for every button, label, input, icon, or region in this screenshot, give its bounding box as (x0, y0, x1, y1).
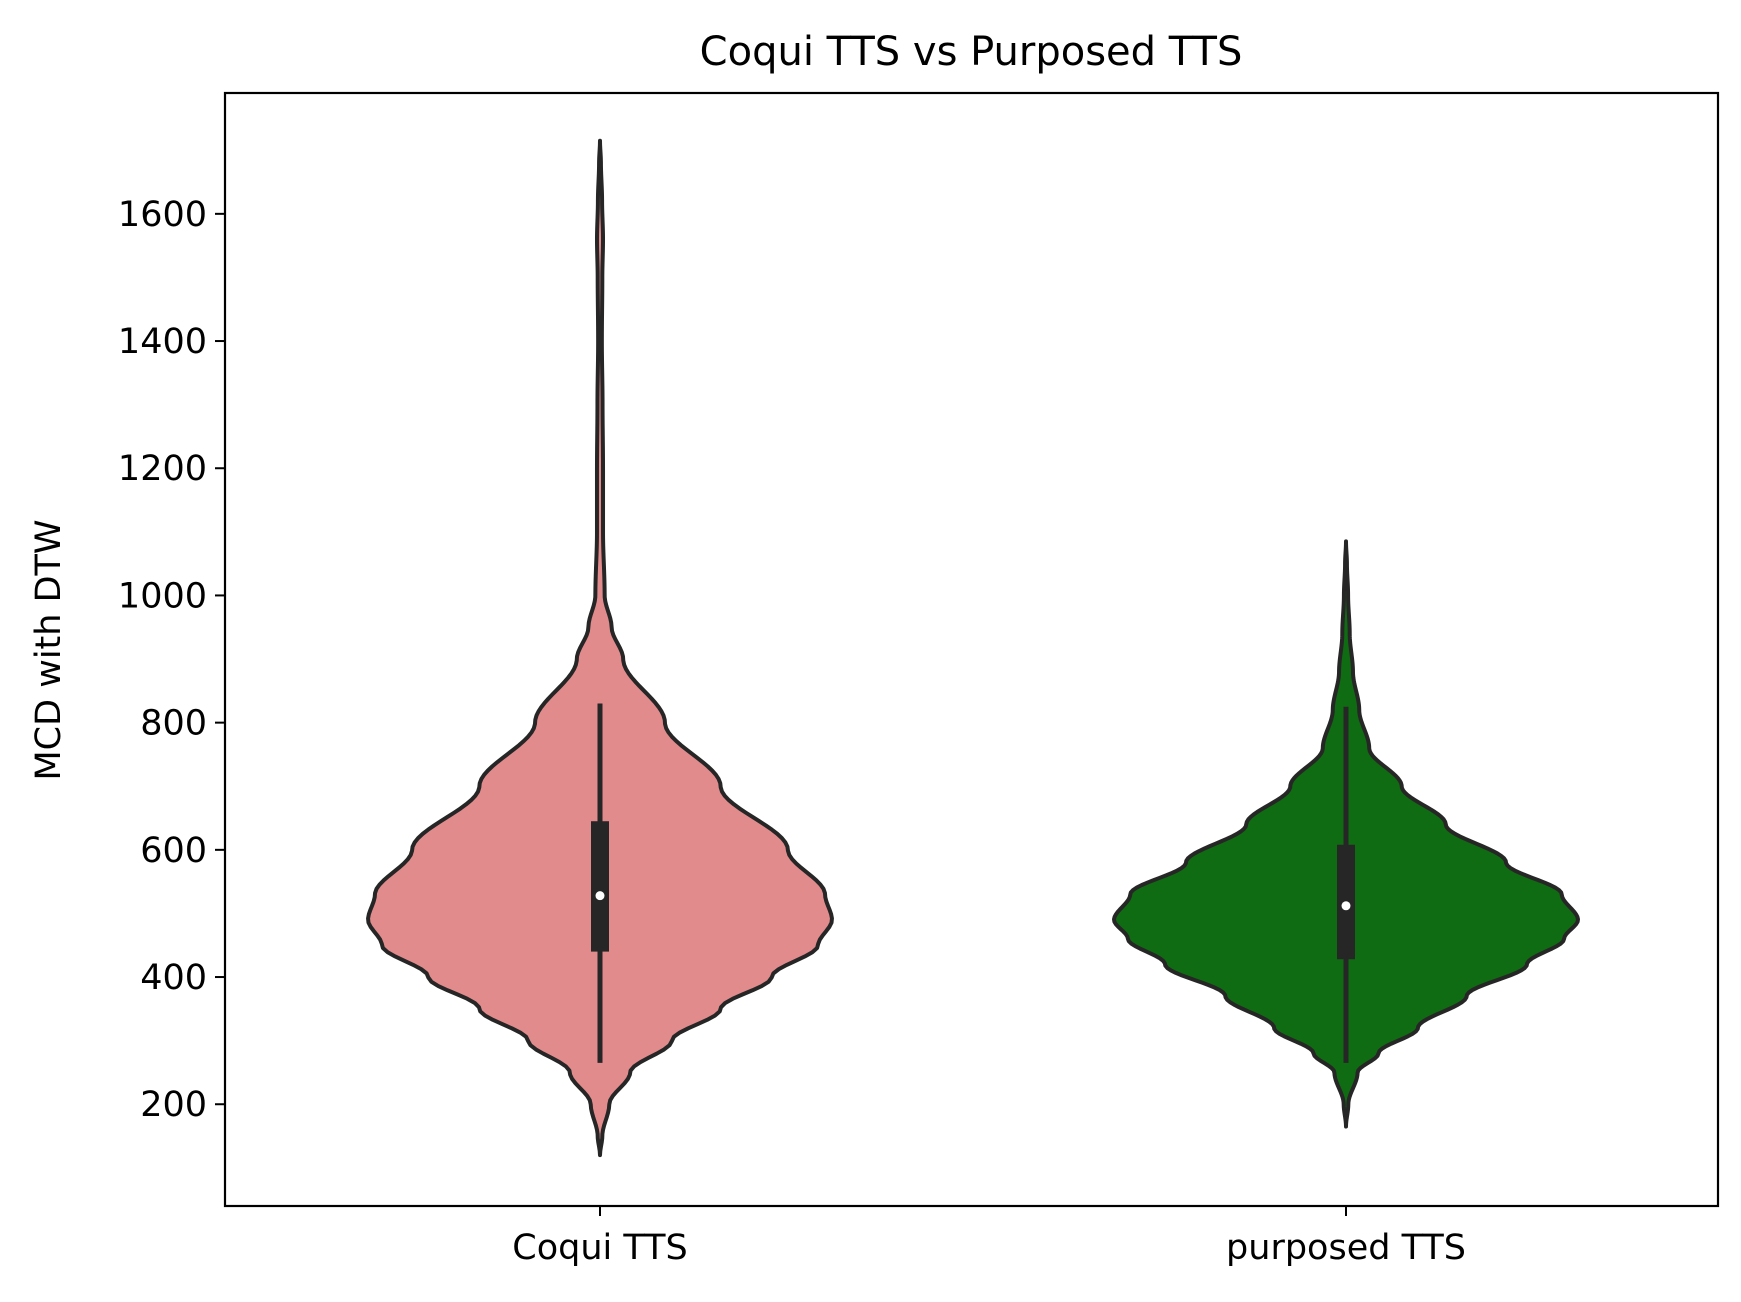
y-tick-label: 1000 (118, 576, 207, 616)
y-tick-label: 600 (140, 831, 207, 871)
violin-body (366, 138, 834, 1158)
violin-coqui-tts (366, 138, 834, 1158)
y-tick-label: 1400 (118, 322, 207, 362)
violins-group (366, 138, 1580, 1158)
violin-iqr-box (591, 821, 609, 952)
y-axis-label: MCD with DTW (29, 519, 69, 780)
x-axis-ticks: Coqui TTS purposed TTS (512, 1206, 1466, 1268)
y-tick-label: 800 (140, 704, 207, 744)
chart-title: Coqui TTS vs Purposed TTS (700, 29, 1243, 75)
y-tick-label: 1200 (118, 449, 207, 489)
plot-frame (223, 91, 1720, 1208)
violin-median-dot (1341, 901, 1351, 911)
y-tick-label: 1600 (118, 195, 207, 235)
violin-purposed-tts (1112, 539, 1580, 1129)
y-tick-label: 200 (140, 1085, 207, 1125)
violin-median-dot (595, 891, 605, 901)
x-tick-label: Coqui TTS (512, 1228, 687, 1268)
x-tick-label: purposed TTS (1226, 1228, 1466, 1268)
y-tick-label: 400 (140, 958, 207, 998)
y-axis-ticks: 200 400 600 800 1000 1200 1400 1600 (118, 195, 225, 1125)
